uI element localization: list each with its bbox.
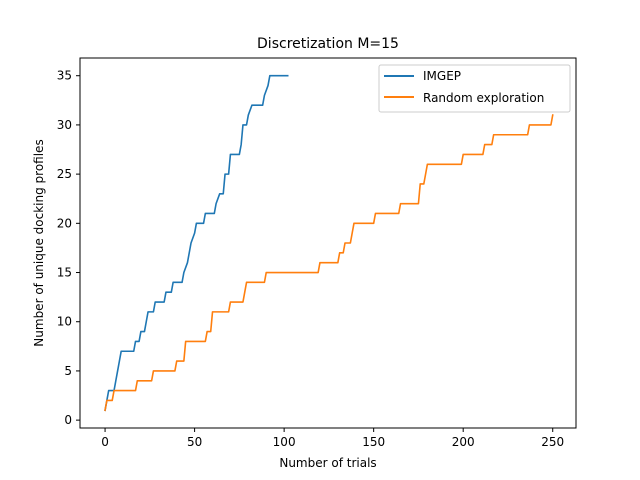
- x-axis-label: Number of trials: [279, 456, 376, 470]
- axes-frame: [79, 57, 577, 429]
- x-tick-label: 200: [452, 435, 475, 449]
- x-axis: 0 50 100 150 200 250: [101, 428, 564, 449]
- y-tick-label: 35: [57, 69, 72, 83]
- legend: IMGEP Random exploration: [378, 64, 571, 113]
- x-tick-label: 250: [541, 435, 564, 449]
- y-tick-label: 15: [57, 266, 72, 280]
- plot-series: [104, 74, 554, 412]
- x-tick-label: 100: [273, 435, 296, 449]
- legend-label-random-exploration: Random exploration: [423, 91, 544, 105]
- y-tick-label: 30: [57, 118, 72, 132]
- legend-label-imgep: IMGEP: [423, 69, 461, 83]
- x-tick-label: 0: [101, 435, 109, 449]
- y-tick-label: 10: [57, 315, 72, 329]
- y-axis-label: Number of unique docking profiles: [32, 139, 46, 346]
- y-tick-label: 20: [57, 216, 72, 230]
- y-tick-label: 5: [64, 364, 72, 378]
- series-line-random-exploration: [104, 114, 554, 412]
- x-tick-label: 150: [362, 435, 385, 449]
- y-tick-label: 25: [57, 167, 72, 181]
- chart-title: Discretization M=15: [257, 36, 399, 52]
- x-tick-label: 50: [187, 435, 202, 449]
- legend-box: [378, 64, 571, 113]
- y-axis: 0 5 10 15 20 25 30 35: [57, 69, 80, 427]
- y-tick-label: 0: [64, 413, 72, 427]
- series-line-imgep: [104, 74, 289, 412]
